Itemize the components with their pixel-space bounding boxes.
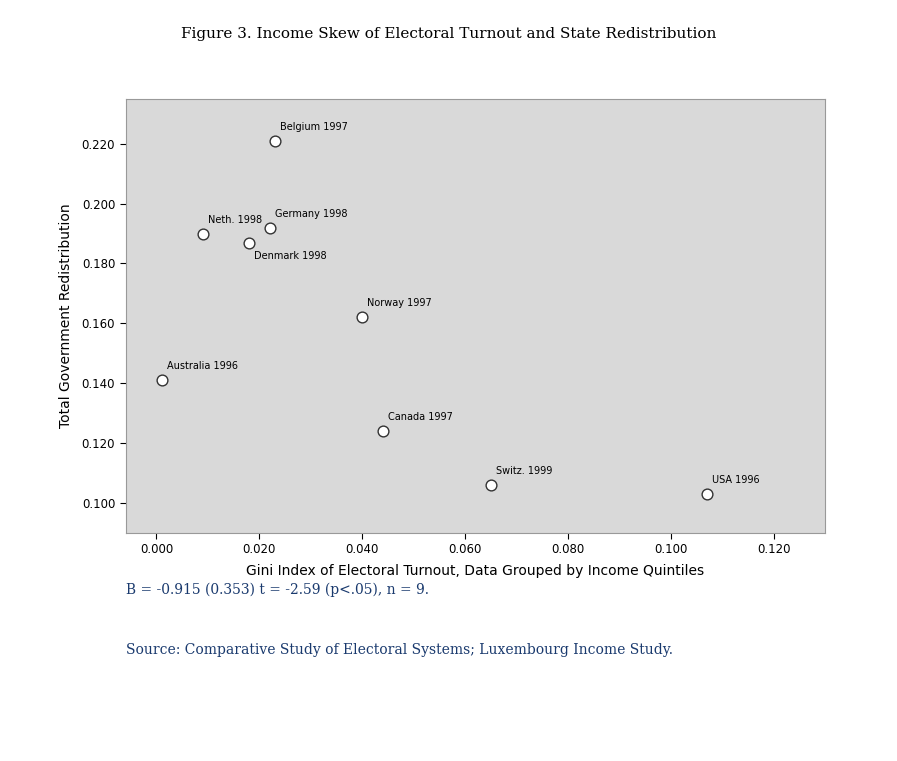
Text: Switz. 1999: Switz. 1999 — [496, 466, 553, 476]
Point — [263, 221, 277, 234]
Point — [154, 374, 169, 387]
Text: USA 1996: USA 1996 — [712, 475, 760, 485]
Text: Neth. 1998: Neth. 1998 — [208, 215, 262, 224]
Point — [267, 135, 282, 147]
Point — [196, 228, 210, 240]
X-axis label: Gini Index of Electoral Turnout, Data Grouped by Income Quintiles: Gini Index of Electoral Turnout, Data Gr… — [247, 565, 704, 578]
Point — [242, 237, 257, 249]
Point — [376, 425, 390, 437]
Text: Belgium 1997: Belgium 1997 — [280, 122, 348, 132]
Text: Germany 1998: Germany 1998 — [274, 209, 347, 218]
Point — [483, 479, 498, 491]
Text: Source: Comparative Study of Electoral Systems; Luxembourg Income Study.: Source: Comparative Study of Electoral S… — [126, 643, 673, 657]
Text: Norway 1997: Norway 1997 — [368, 298, 432, 308]
Text: Figure 3. Income Skew of Electoral Turnout and State Redistribution: Figure 3. Income Skew of Electoral Turno… — [181, 27, 716, 40]
Y-axis label: Total Government Redistribution: Total Government Redistribution — [59, 203, 74, 428]
Text: Denmark 1998: Denmark 1998 — [254, 251, 327, 262]
Text: B = -0.915 (0.353) t = -2.59 (p<.05), n = 9.: B = -0.915 (0.353) t = -2.59 (p<.05), n … — [126, 582, 429, 597]
Text: Australia 1996: Australia 1996 — [167, 361, 238, 371]
Point — [355, 311, 370, 323]
Text: Canada 1997: Canada 1997 — [388, 412, 453, 422]
Point — [700, 488, 714, 500]
